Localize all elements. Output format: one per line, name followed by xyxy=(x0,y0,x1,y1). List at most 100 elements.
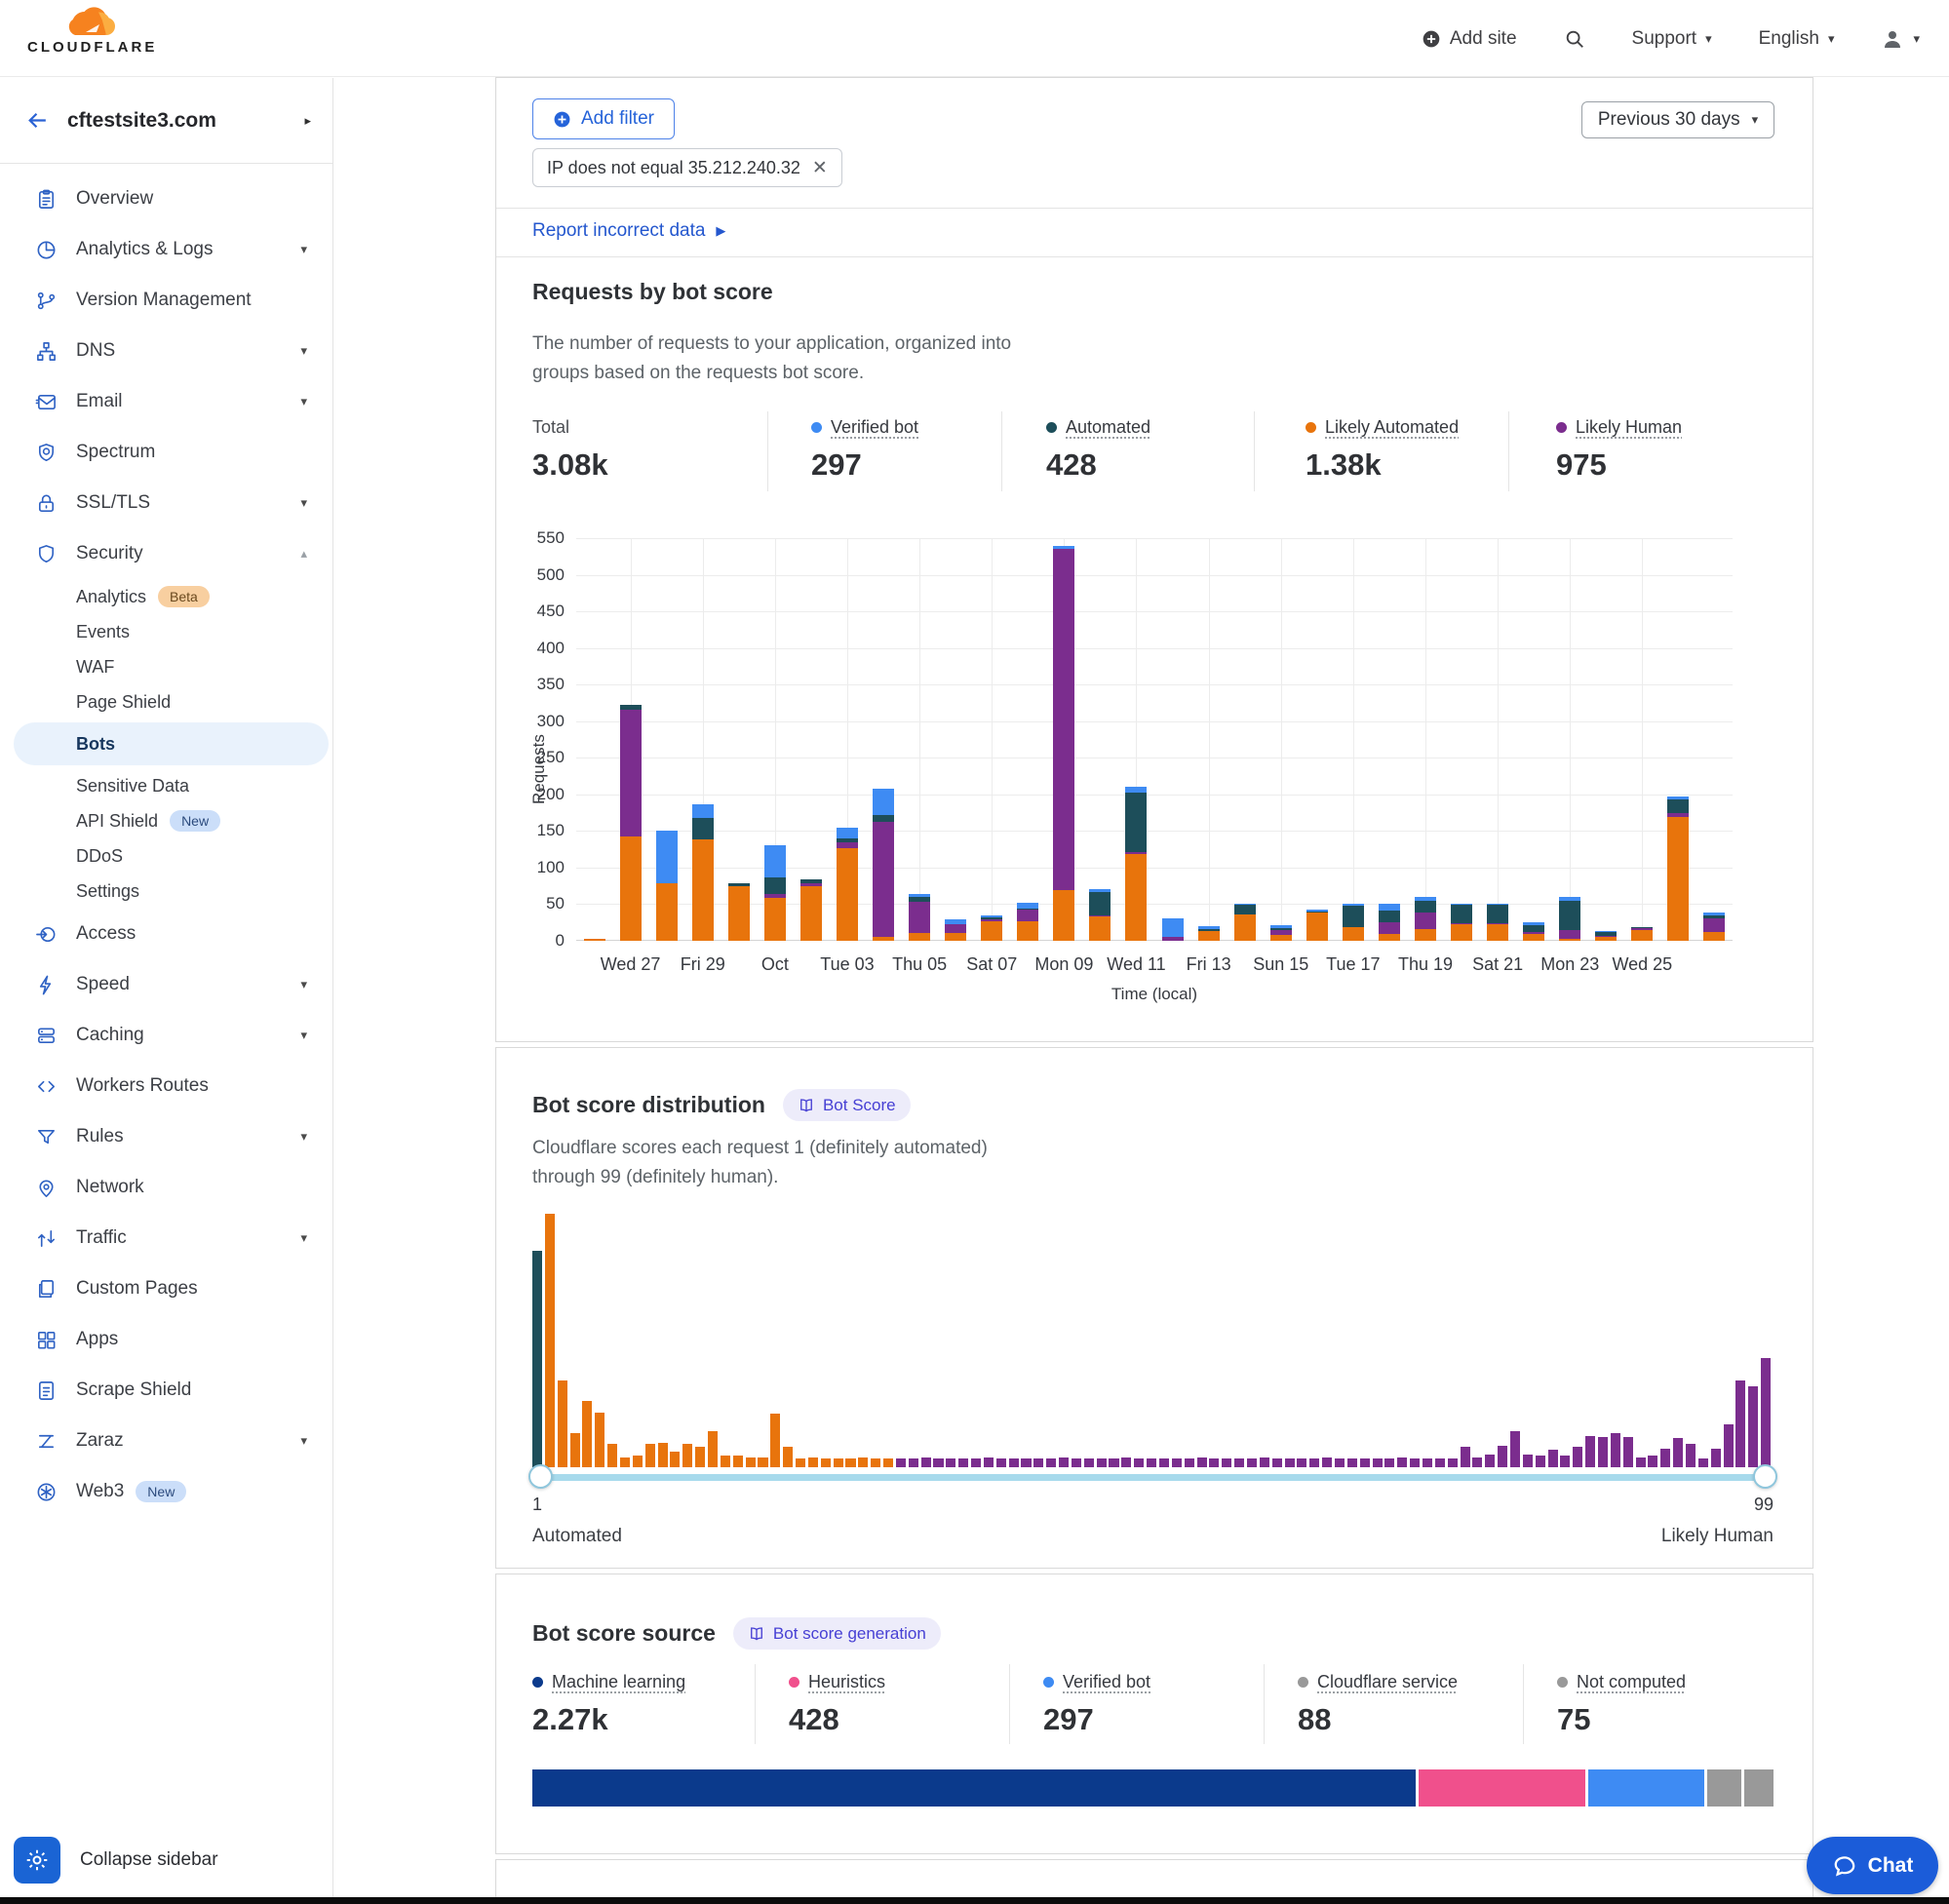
histogram-bar-score-13[interactable] xyxy=(682,1444,693,1467)
histogram-bar-score-14[interactable] xyxy=(695,1447,706,1467)
histogram-bar-score-96[interactable] xyxy=(1723,1423,1734,1467)
stacked-bar[interactable] xyxy=(981,915,1003,941)
histogram-bar-score-87[interactable] xyxy=(1610,1432,1620,1467)
histogram-bar-score-46[interactable] xyxy=(1096,1458,1107,1467)
stat-label[interactable]: Verified bot xyxy=(811,417,918,438)
slider-handle-min[interactable] xyxy=(528,1464,553,1489)
stacked-bar[interactable] xyxy=(1451,903,1473,941)
stacked-bar[interactable] xyxy=(1197,926,1220,941)
stacked-bar[interactable] xyxy=(1523,922,1545,941)
search-button[interactable] xyxy=(1564,28,1585,50)
histogram-bar-score-59[interactable] xyxy=(1259,1457,1269,1467)
histogram-bar-score-33[interactable] xyxy=(933,1458,944,1467)
sidebar-item-settings[interactable]: Settings xyxy=(0,874,332,909)
histogram-bar-score-74[interactable] xyxy=(1447,1458,1458,1467)
language-menu[interactable]: English ▾ xyxy=(1758,27,1835,49)
histogram-bar-score-36[interactable] xyxy=(971,1458,982,1467)
histogram-bar-score-49[interactable] xyxy=(1134,1458,1145,1467)
histogram-bar-score-50[interactable] xyxy=(1147,1458,1157,1467)
histogram-bar-score-52[interactable] xyxy=(1171,1458,1182,1467)
stacked-bar[interactable] xyxy=(909,893,931,941)
cloudflare-logo[interactable]: CLOUDFLARE xyxy=(27,6,157,56)
stacked-bar[interactable] xyxy=(763,844,786,941)
histogram-bar-score-61[interactable] xyxy=(1284,1458,1295,1467)
histogram-bar-score-64[interactable] xyxy=(1322,1457,1333,1467)
histogram-bar-score-70[interactable] xyxy=(1397,1457,1408,1467)
chat-button[interactable]: Chat xyxy=(1807,1837,1938,1894)
sidebar-item-email[interactable]: Email ▾ xyxy=(0,376,332,427)
back-arrow-icon[interactable] xyxy=(25,108,50,133)
sidebar-item-overview[interactable]: Overview xyxy=(0,174,332,224)
histogram-bar-score-81[interactable] xyxy=(1535,1456,1545,1467)
sidebar-item-version-management[interactable]: Version Management xyxy=(0,275,332,326)
histogram-bar-score-47[interactable] xyxy=(1109,1458,1119,1467)
source-segment-machine-learning[interactable] xyxy=(532,1769,1417,1807)
sidebar-item-access[interactable]: Access xyxy=(0,909,332,959)
sidebar-item-apps[interactable]: Apps xyxy=(0,1314,332,1365)
histogram-bar-score-57[interactable] xyxy=(1234,1458,1245,1467)
histogram-bar-score-31[interactable] xyxy=(908,1458,918,1467)
histogram-bar-score-92[interactable] xyxy=(1673,1438,1684,1467)
histogram-bar-score-71[interactable] xyxy=(1410,1458,1421,1467)
bot-score-generation-badge[interactable]: Bot score generation xyxy=(732,1617,941,1650)
histogram-bar-score-90[interactable] xyxy=(1648,1456,1658,1467)
histogram-bar-score-78[interactable] xyxy=(1498,1445,1508,1467)
support-menu[interactable]: Support ▾ xyxy=(1631,27,1712,49)
histogram-bar-score-79[interactable] xyxy=(1509,1431,1521,1467)
close-icon[interactable]: ✕ xyxy=(811,157,828,178)
histogram-bar-score-53[interactable] xyxy=(1184,1458,1194,1467)
stat-label[interactable]: Likely Human xyxy=(1556,417,1682,438)
sidebar-item-bots[interactable]: Bots xyxy=(14,722,329,765)
stacked-bar[interactable] xyxy=(1342,903,1364,941)
histogram-bar-score-34[interactable] xyxy=(946,1458,956,1467)
histogram-bar-score-39[interactable] xyxy=(1008,1458,1019,1467)
histogram-bar-score-17[interactable] xyxy=(732,1456,743,1467)
stacked-bar[interactable] xyxy=(1161,918,1184,941)
histogram-bar-score-88[interactable] xyxy=(1622,1436,1633,1467)
histogram-bar-score-83[interactable] xyxy=(1560,1456,1571,1467)
stacked-bar[interactable] xyxy=(1559,896,1581,941)
histogram-bar-score-84[interactable] xyxy=(1573,1447,1583,1467)
histogram-bar-score-72[interactable] xyxy=(1422,1458,1432,1467)
histogram-bar-score-41[interactable] xyxy=(1033,1458,1044,1467)
histogram-bar-score-67[interactable] xyxy=(1359,1458,1370,1467)
stacked-bar[interactable] xyxy=(727,882,750,941)
histogram-bar-score-42[interactable] xyxy=(1046,1458,1057,1467)
stacked-bar[interactable] xyxy=(836,828,858,941)
collapse-sidebar-button[interactable]: Collapse sidebar xyxy=(14,1837,218,1884)
histogram-bar-score-77[interactable] xyxy=(1485,1454,1496,1467)
gear-icon[interactable] xyxy=(14,1837,60,1884)
stat-label[interactable]: Machine learning xyxy=(532,1672,685,1692)
histogram-bar-score-99[interactable] xyxy=(1761,1357,1772,1467)
histogram-bar-score-5[interactable] xyxy=(582,1401,593,1467)
stacked-bar[interactable] xyxy=(1667,797,1690,941)
sidebar-item-sensitive-data[interactable]: Sensitive Data xyxy=(0,768,332,803)
histogram-bar-score-63[interactable] xyxy=(1309,1458,1320,1467)
source-segment-heuristics[interactable] xyxy=(1419,1769,1586,1807)
stat-label[interactable]: Not computed xyxy=(1557,1672,1686,1692)
histogram-bar-score-2[interactable] xyxy=(544,1213,555,1467)
histogram-bar-score-23[interactable] xyxy=(807,1457,818,1467)
histogram-bar-score-43[interactable] xyxy=(1059,1457,1070,1467)
stacked-bar[interactable] xyxy=(1125,786,1148,941)
histogram-bar-score-76[interactable] xyxy=(1472,1457,1483,1467)
histogram-bar-score-91[interactable] xyxy=(1660,1448,1671,1467)
histogram-bar-score-20[interactable] xyxy=(770,1414,781,1467)
histogram-bar-score-48[interactable] xyxy=(1121,1457,1132,1467)
histogram-bar-score-98[interactable] xyxy=(1748,1386,1759,1467)
stacked-bar[interactable] xyxy=(1089,888,1111,941)
source-segment-not-computed[interactable] xyxy=(1744,1769,1774,1807)
histogram-bar-score-15[interactable] xyxy=(708,1431,719,1467)
stacked-bar[interactable] xyxy=(1269,925,1292,941)
sidebar-item-caching[interactable]: Caching ▾ xyxy=(0,1010,332,1061)
sidebar-item-spectrum[interactable]: Spectrum xyxy=(0,427,332,478)
histogram-bar-score-85[interactable] xyxy=(1585,1435,1596,1467)
histogram-bar-score-73[interactable] xyxy=(1434,1458,1445,1467)
histogram-bar-score-29[interactable] xyxy=(883,1458,894,1467)
stat-label[interactable]: Automated xyxy=(1046,417,1150,438)
histogram-bar-score-18[interactable] xyxy=(745,1457,756,1467)
histogram-bar-score-4[interactable] xyxy=(569,1432,580,1467)
histogram-bar-score-16[interactable] xyxy=(720,1456,730,1467)
histogram-bar-score-37[interactable] xyxy=(983,1457,994,1467)
histogram-bar-score-32[interactable] xyxy=(920,1457,931,1467)
